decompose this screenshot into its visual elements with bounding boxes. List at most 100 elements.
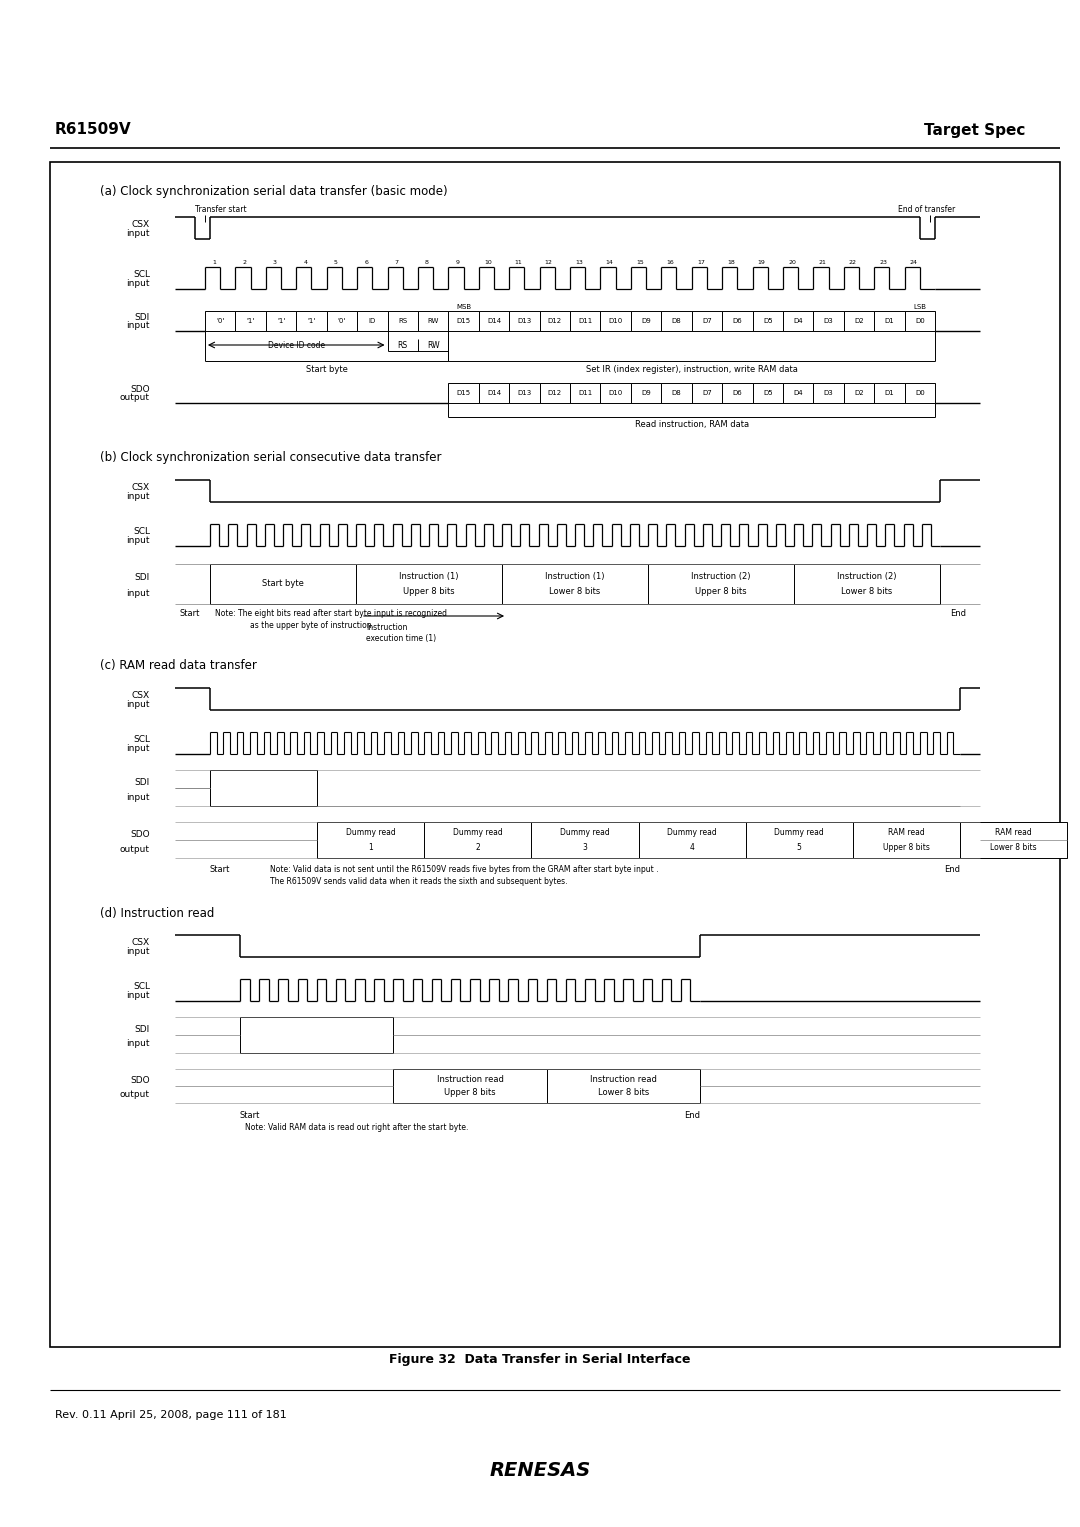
Text: Target Spec: Target Spec <box>923 122 1025 137</box>
Text: 5: 5 <box>797 843 801 852</box>
Text: D10: D10 <box>608 318 623 324</box>
Bar <box>540 383 570 403</box>
Text: 15: 15 <box>636 261 644 266</box>
Text: D6: D6 <box>732 389 742 395</box>
Bar <box>753 383 783 403</box>
Text: 2: 2 <box>243 261 246 266</box>
Text: Start byte: Start byte <box>306 365 348 374</box>
Text: Instruction (2): Instruction (2) <box>837 571 896 580</box>
Text: input: input <box>126 744 150 753</box>
Bar <box>638 822 745 858</box>
Bar <box>540 312 570 331</box>
Bar <box>388 312 418 331</box>
Text: 3: 3 <box>273 261 276 266</box>
Text: 1: 1 <box>368 843 373 852</box>
Text: 16: 16 <box>666 261 674 266</box>
Text: output: output <box>120 1090 150 1099</box>
Text: SCL: SCL <box>133 734 150 744</box>
Bar <box>424 822 531 858</box>
Bar <box>509 312 540 331</box>
Bar <box>631 312 661 331</box>
Text: Note: Valid data is not sent until the R61509V reads five bytes from the GRAM af: Note: Valid data is not sent until the R… <box>270 866 659 875</box>
Text: Instruction read: Instruction read <box>436 1075 503 1084</box>
Text: output: output <box>120 394 150 403</box>
Text: D8: D8 <box>672 389 681 395</box>
Text: input: input <box>126 947 150 956</box>
Text: Instruction read: Instruction read <box>590 1075 657 1084</box>
Text: 23: 23 <box>879 261 888 266</box>
Text: input: input <box>126 536 150 545</box>
Text: 24: 24 <box>909 261 918 266</box>
Text: Upper 8 bits: Upper 8 bits <box>883 843 930 852</box>
Bar <box>960 822 1067 858</box>
Bar <box>546 1069 700 1102</box>
Text: D8: D8 <box>672 318 681 324</box>
Bar <box>570 312 600 331</box>
Text: input: input <box>126 589 150 599</box>
Text: (a) Clock synchronization serial data transfer (basic mode): (a) Clock synchronization serial data tr… <box>100 185 447 199</box>
Bar <box>843 312 874 331</box>
Text: input: input <box>126 322 150 330</box>
Text: 1: 1 <box>212 261 216 266</box>
Text: End of transfer: End of transfer <box>897 205 955 214</box>
Text: D0: D0 <box>915 389 924 395</box>
Text: End: End <box>944 866 960 875</box>
Bar <box>296 312 326 331</box>
Bar <box>600 312 631 331</box>
Text: Instruction (1): Instruction (1) <box>400 571 459 580</box>
Bar <box>448 312 478 331</box>
Bar <box>745 822 853 858</box>
Bar <box>691 312 723 331</box>
Text: End: End <box>950 609 966 618</box>
Bar <box>661 312 691 331</box>
Bar <box>235 312 266 331</box>
Text: SDO: SDO <box>131 385 150 394</box>
Text: RAM read: RAM read <box>888 828 924 837</box>
Bar <box>531 822 638 858</box>
Text: SDI: SDI <box>135 313 150 322</box>
Text: (d) Instruction read: (d) Instruction read <box>100 907 214 919</box>
Text: Read instruction, RAM data: Read instruction, RAM data <box>635 420 748 429</box>
Text: 21: 21 <box>819 261 826 266</box>
Text: as the upper byte of instruction.: as the upper byte of instruction. <box>249 621 374 631</box>
Text: 17: 17 <box>697 261 705 266</box>
Text: Note: The eight bits read after start byte input is recognized: Note: The eight bits read after start by… <box>215 609 447 618</box>
Text: D2: D2 <box>854 318 864 324</box>
Text: Instruction: Instruction <box>366 623 407 632</box>
Text: D1: D1 <box>885 389 894 395</box>
Text: RW: RW <box>428 318 438 324</box>
Text: D12: D12 <box>548 389 562 395</box>
Text: D11: D11 <box>578 389 592 395</box>
Text: D6: D6 <box>732 318 742 324</box>
Bar <box>874 312 905 331</box>
Text: 9: 9 <box>456 261 459 266</box>
Text: Lower 8 bits: Lower 8 bits <box>550 588 600 597</box>
Text: 6: 6 <box>364 261 368 266</box>
Bar <box>210 563 356 605</box>
Text: 4: 4 <box>690 843 694 852</box>
Bar <box>266 312 296 331</box>
Text: LSB: LSB <box>914 304 927 310</box>
Text: 4: 4 <box>303 261 308 266</box>
Bar <box>648 563 794 605</box>
Bar <box>205 312 235 331</box>
Bar <box>210 770 318 806</box>
Text: Upper 8 bits: Upper 8 bits <box>696 588 746 597</box>
Text: Lower 8 bits: Lower 8 bits <box>597 1089 649 1098</box>
Text: CSX: CSX <box>132 483 150 492</box>
Bar <box>240 1017 393 1054</box>
Text: Rev. 0.11 April 25, 2008, page 111 of 181: Rev. 0.11 April 25, 2008, page 111 of 18… <box>55 1409 287 1420</box>
Text: '0': '0' <box>338 318 346 324</box>
Text: '1': '1' <box>246 318 255 324</box>
Text: SCL: SCL <box>133 982 150 991</box>
Text: input: input <box>126 492 150 501</box>
Bar <box>502 563 648 605</box>
Text: Transfer start: Transfer start <box>195 205 246 214</box>
Bar <box>813 312 843 331</box>
Text: Lower 8 bits: Lower 8 bits <box>990 843 1037 852</box>
Text: input: input <box>126 279 150 289</box>
Text: 10: 10 <box>484 261 491 266</box>
Bar <box>318 822 424 858</box>
Text: input: input <box>126 991 150 1000</box>
Bar <box>783 383 813 403</box>
